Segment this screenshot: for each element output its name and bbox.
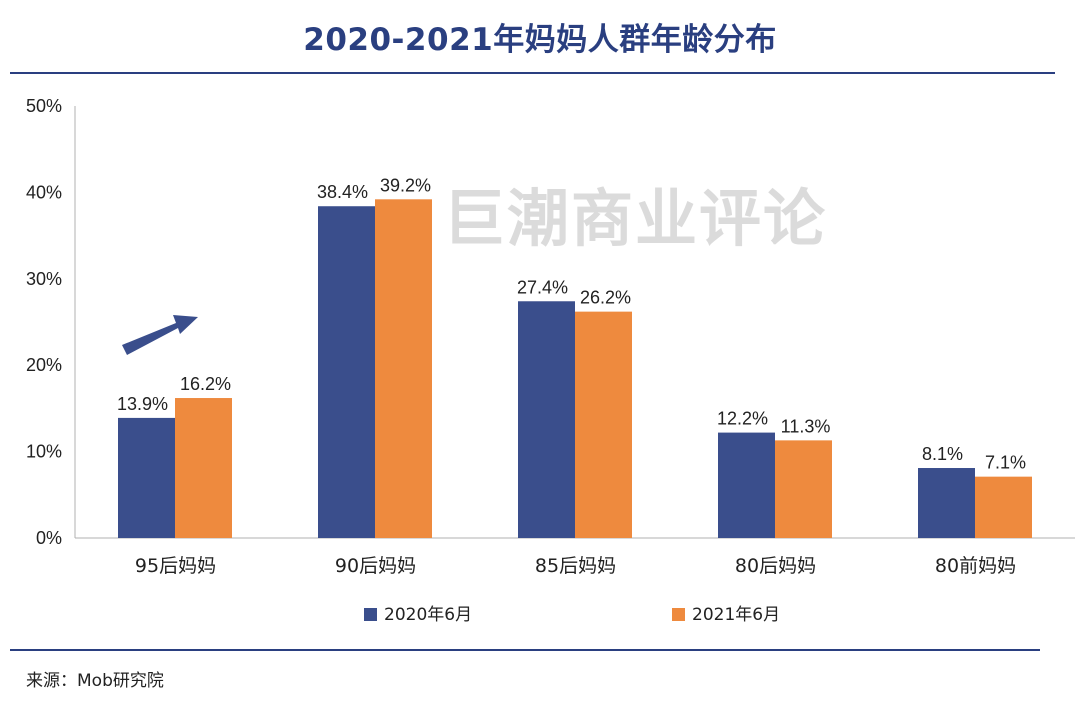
source-divider: [10, 649, 1040, 651]
title-divider: [10, 72, 1055, 74]
bar-2020: [718, 432, 775, 538]
bar-2020: [118, 417, 175, 538]
bar-2020: [918, 468, 975, 538]
y-tick-label: 50%: [26, 96, 62, 116]
data-label: 7.1%: [985, 453, 1026, 473]
source-note: 来源：Mob研究院: [26, 666, 164, 691]
legend: 2020年6月 2021年6月: [364, 605, 780, 625]
data-labels-group: 13.9% 38.4% 27.4% 12.2% 8.1% 16.2% 39.2% 26.2% 1…: [117, 175, 1026, 472]
bar-2020: [518, 301, 575, 538]
data-label: 39.2%: [380, 175, 431, 195]
bar-2020: [318, 206, 375, 538]
source-value: Mob研究院: [77, 671, 164, 691]
axes: 0% 10% 20% 30% 40% 50% 95后妈妈 90后妈妈 85后妈妈 80后妈妈 80前…: [26, 96, 1075, 577]
y-tick-label: 30%: [26, 269, 62, 289]
bars-group: [118, 199, 1032, 538]
arrow-shape: [122, 315, 198, 355]
upward-arrow-icon: [122, 315, 198, 355]
legend-label: 2021年6月: [692, 605, 780, 625]
watermark-text: 巨潮商业评论: [443, 182, 828, 255]
data-label: 27.4%: [517, 277, 568, 297]
y-tick-label: 40%: [26, 182, 62, 202]
data-label: 8.1%: [922, 444, 963, 464]
x-tick-label: 90后妈妈: [335, 555, 416, 577]
data-label: 16.2%: [180, 374, 231, 394]
legend-swatch: [364, 608, 377, 621]
x-tick-label: 95后妈妈: [135, 555, 216, 577]
y-tick-label: 20%: [26, 355, 62, 375]
legend-label: 2020年6月: [384, 605, 472, 625]
data-label: 12.2%: [717, 409, 768, 429]
chart-title: 2020-2021年妈妈人群年龄分布: [303, 22, 777, 58]
y-tick-label: 0%: [36, 528, 62, 548]
bar-2021: [775, 440, 832, 538]
bar-2021: [975, 476, 1032, 538]
legend-swatch: [672, 608, 685, 621]
bar-2021: [575, 311, 632, 538]
data-label: 13.9%: [117, 394, 168, 414]
x-tick-label: 80前妈妈: [935, 555, 1016, 577]
bar-chart: 0% 10% 20% 30% 40% 50% 95后妈妈 90后妈妈 85后妈妈 80后妈妈 80前…: [26, 96, 1075, 625]
y-tick-label: 10%: [26, 442, 62, 462]
data-label: 26.2%: [580, 288, 631, 308]
bar-2021: [175, 398, 232, 538]
data-label: 38.4%: [317, 182, 368, 202]
x-tick-label: 85后妈妈: [535, 555, 616, 577]
data-label: 11.3%: [781, 416, 831, 436]
x-tick-label: 80后妈妈: [735, 555, 816, 577]
bar-2021: [375, 199, 432, 538]
source-label: 来源：: [26, 671, 77, 691]
